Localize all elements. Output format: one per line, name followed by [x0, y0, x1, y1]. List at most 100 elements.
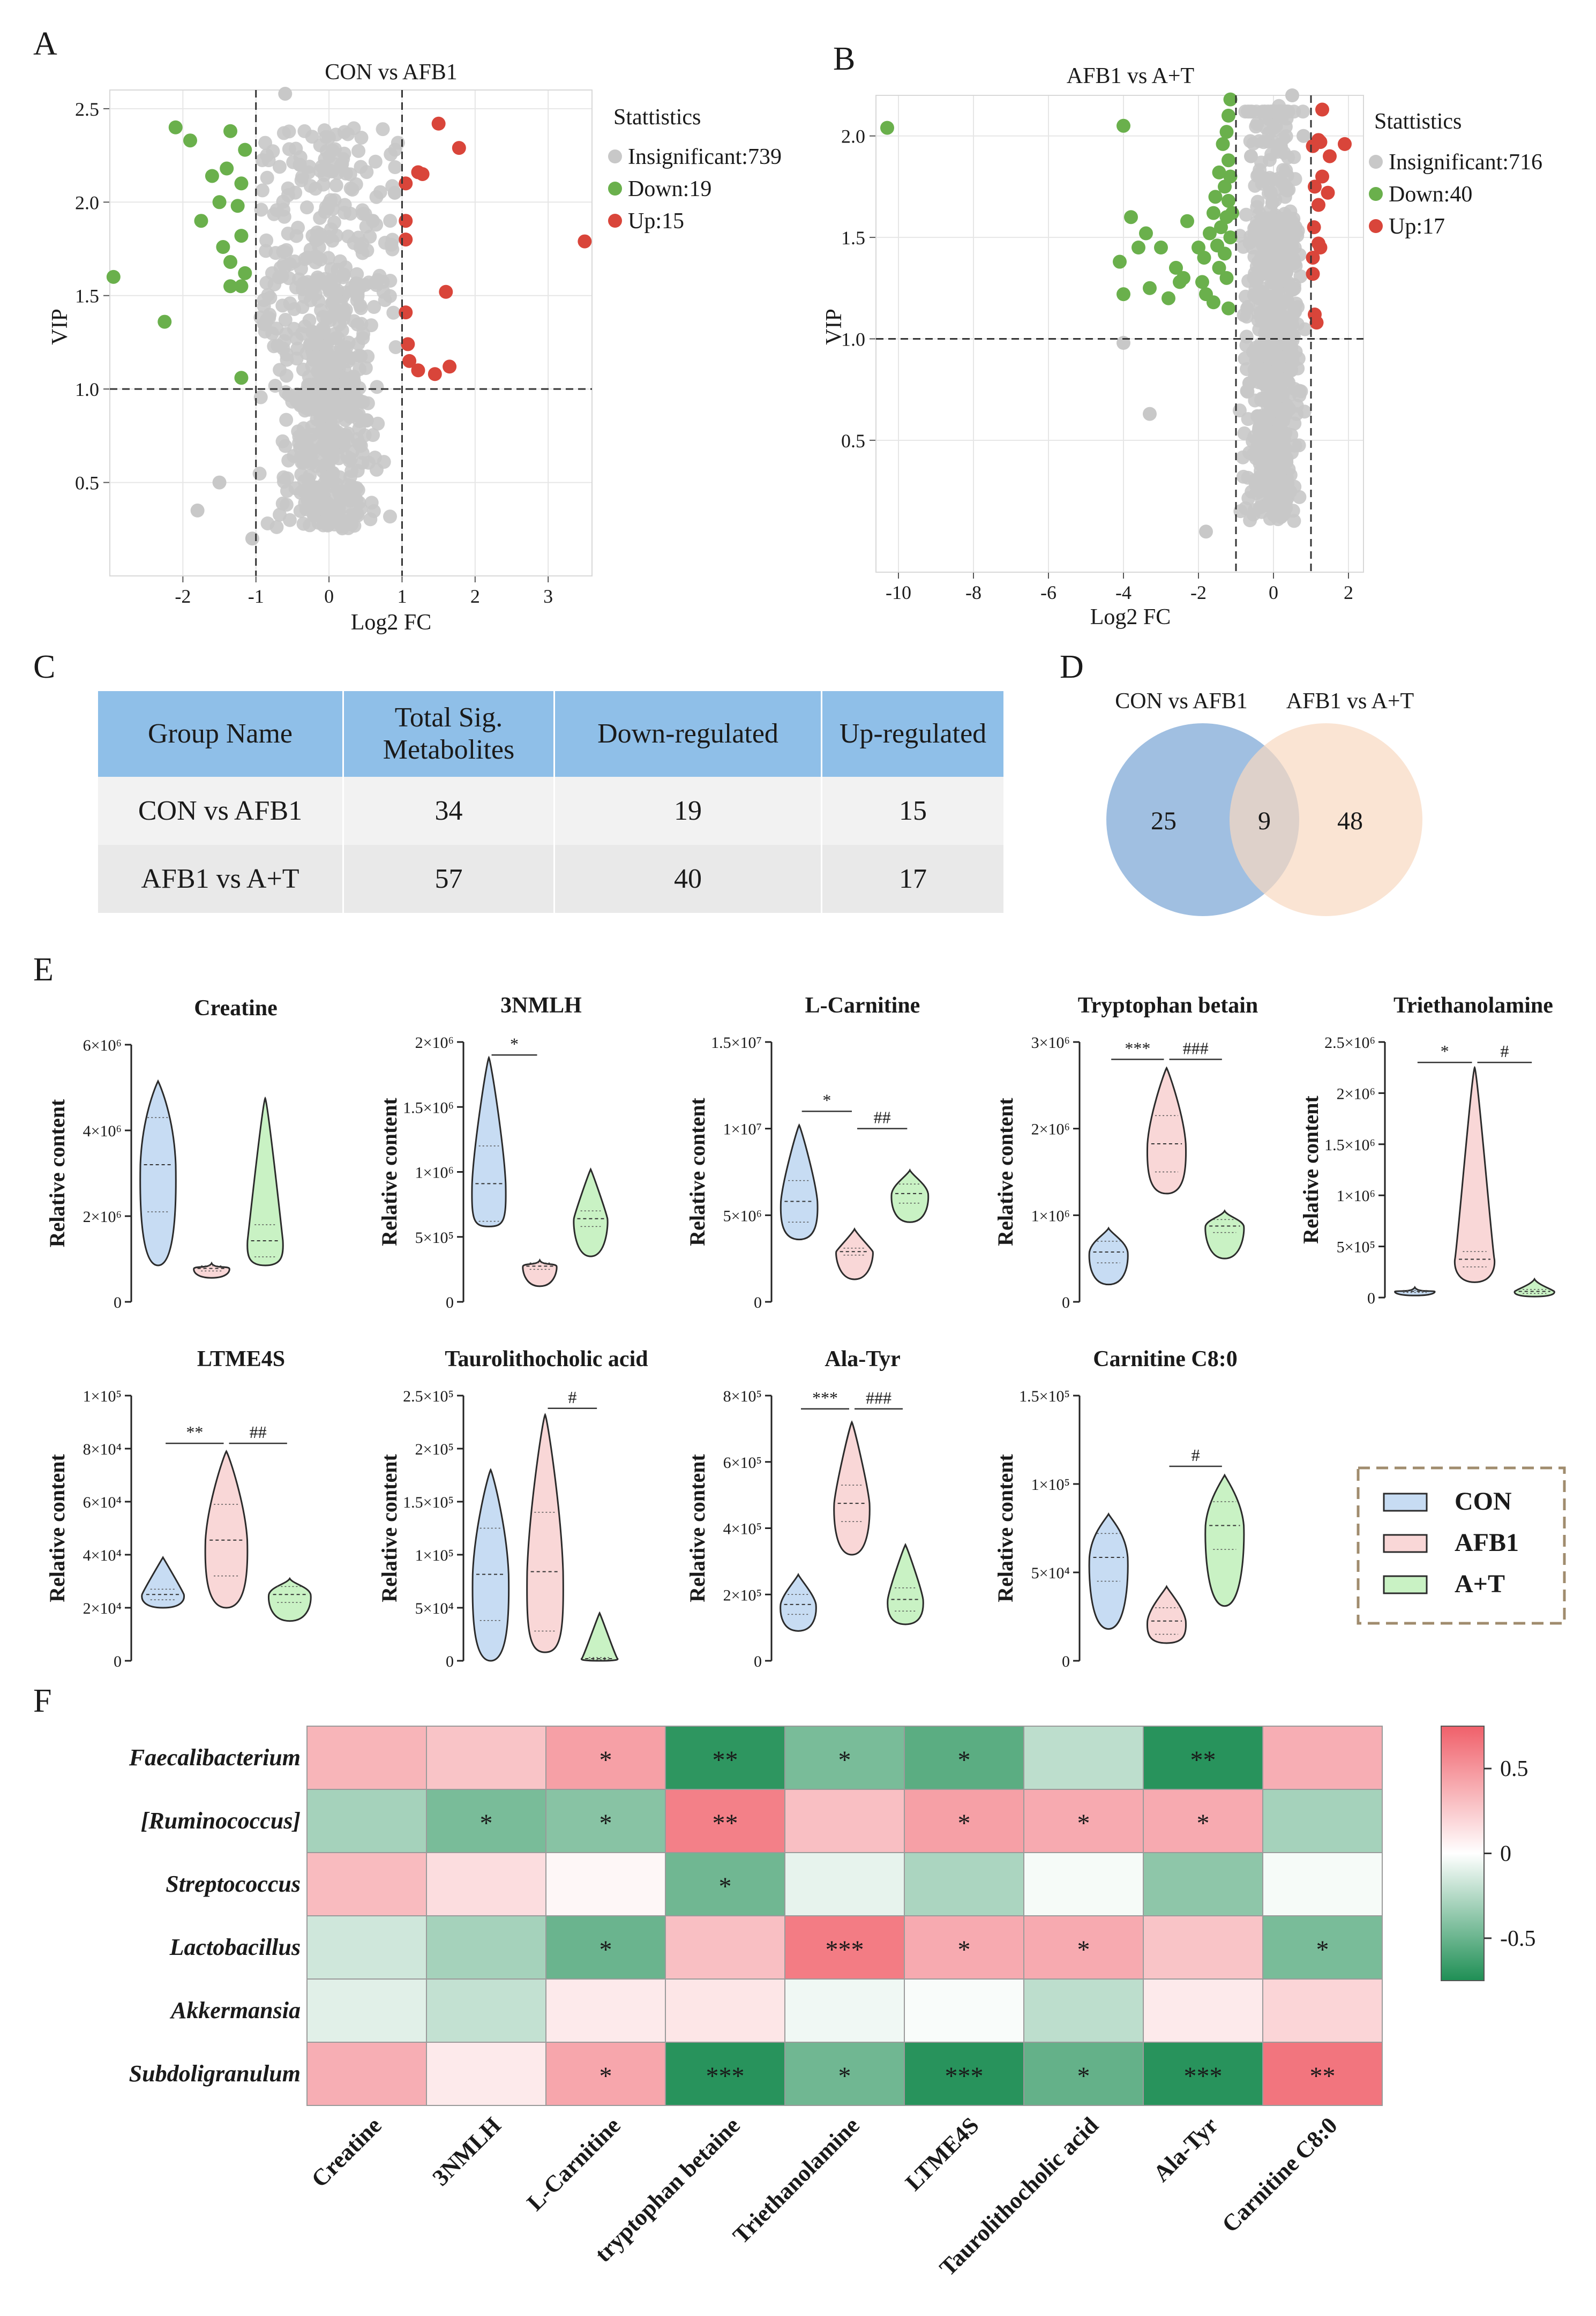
heatmap-cell	[426, 1915, 546, 1980]
x-tick-label: -2	[1190, 582, 1207, 603]
point-insignificant	[1297, 129, 1310, 143]
point-down	[230, 199, 245, 213]
point-insignificant	[1270, 363, 1284, 378]
point-insignificant	[279, 369, 294, 383]
violin-subplot: L-Carnitine 0 5×10⁶ 1×10⁷ 1.5×10⁷ Relative co…	[685, 993, 930, 1311]
point-insignificant	[275, 298, 290, 313]
heatmap-cell	[1262, 1789, 1383, 1853]
point-insignificant	[282, 513, 297, 527]
violin-subplot: Ala-Tyr 0 2×10⁵ 4×10⁵ 6×10⁵ 8×10⁵ Relative con…	[685, 1347, 924, 1670]
heatmap-cell	[665, 1726, 785, 1790]
significance-label: *	[1441, 1041, 1449, 1061]
point-down	[1219, 125, 1234, 139]
point-insignificant	[299, 200, 314, 215]
venn-right-label: AFB1 vs A+T	[1286, 689, 1414, 714]
heatmap-cell	[1262, 1726, 1383, 1790]
legend-marker-up	[608, 214, 622, 228]
violin-title: Carnitine C8:0	[1093, 1347, 1237, 1371]
point-up	[1307, 220, 1321, 235]
violin-title: Triethanolamine	[1393, 993, 1553, 1018]
point-insignificant	[295, 455, 309, 470]
point-down	[194, 214, 208, 228]
point-insignificant	[336, 428, 351, 443]
table-cell: 34	[343, 777, 555, 845]
point-insignificant	[295, 300, 310, 314]
point-down	[1173, 275, 1187, 289]
point-insignificant	[266, 144, 280, 159]
heatmap-cell	[1262, 1915, 1383, 1980]
point-insignificant	[1262, 171, 1277, 185]
point-insignificant	[342, 453, 357, 468]
point-down	[1212, 260, 1226, 275]
point-down	[205, 169, 219, 183]
heatmap-row-label: Subdoligranulum	[129, 2060, 301, 2087]
legend-frame	[1357, 1466, 1566, 1625]
heatmap-cell	[545, 1726, 666, 1790]
point-down	[238, 143, 252, 157]
point-up	[1315, 102, 1329, 117]
panel-letter-e: E	[33, 951, 54, 988]
volcano-a-legend-title: Stattistics	[613, 105, 701, 130]
point-insignificant	[278, 86, 293, 101]
point-insignificant	[383, 509, 398, 524]
point-insignificant	[260, 516, 275, 530]
point-insignificant	[314, 303, 328, 318]
heatmap-cell	[545, 1915, 666, 1980]
point-insignificant	[245, 531, 259, 546]
legend-marker-down	[1369, 187, 1383, 201]
table-cell: 15	[821, 777, 1003, 845]
point-down	[220, 161, 234, 176]
heatmap-cell	[784, 1978, 905, 2043]
y-tick-label: 0.5	[841, 430, 865, 452]
heatmap-significance: *	[1077, 1809, 1090, 1838]
venn-right-only: 48	[1337, 807, 1363, 835]
point-insignificant	[1284, 214, 1299, 228]
heatmap-row: *	[306, 1852, 1383, 1916]
point-insignificant	[306, 507, 321, 521]
point-insignificant	[253, 310, 268, 325]
y-tick-label: 1.5×10⁵	[1019, 1388, 1070, 1405]
point-insignificant	[279, 498, 294, 512]
y-tick-label: 1×10⁷	[723, 1121, 762, 1138]
heatmap-significance: *	[600, 1936, 612, 1964]
point-insignificant	[371, 416, 385, 431]
volcano-b-legend-down: Down:40	[1389, 182, 1472, 207]
point-insignificant	[259, 275, 274, 290]
significance-label: *	[822, 1090, 831, 1110]
point-insignificant	[384, 147, 398, 162]
point-insignificant	[296, 516, 311, 531]
significance-label: #	[1500, 1041, 1509, 1061]
point-down	[158, 314, 172, 329]
legend-marker-up	[1369, 219, 1383, 233]
point-insignificant	[334, 297, 348, 312]
point-insignificant	[275, 434, 290, 448]
violin-title: L-Carnitine	[805, 993, 920, 1018]
violin-ylabel: Relative content	[993, 1098, 1017, 1246]
heatmap-cell	[426, 1852, 546, 1916]
point-up	[1313, 241, 1328, 255]
point-down	[1219, 271, 1234, 285]
heatmap-cell	[784, 1789, 905, 1853]
point-insignificant	[313, 368, 327, 383]
point-insignificant	[1236, 469, 1250, 484]
x-tick-label: 0	[1269, 582, 1278, 603]
heatmap-cell	[1023, 1789, 1144, 1853]
y-tick-label: 5×10⁶	[723, 1207, 762, 1225]
point-insignificant	[1258, 240, 1273, 254]
point-insignificant	[327, 215, 341, 230]
significance-label: #	[1192, 1445, 1200, 1465]
point-insignificant	[1266, 273, 1280, 288]
point-up	[1309, 316, 1324, 330]
y-tick-label: 0	[114, 1294, 122, 1311]
point-insignificant	[388, 340, 403, 354]
point-down	[1207, 295, 1220, 310]
significance-label: #	[568, 1388, 576, 1407]
y-tick-label: 2×10⁶	[1337, 1085, 1375, 1103]
point-insignificant	[356, 207, 370, 221]
point-insignificant	[1255, 365, 1269, 379]
y-tick-label: 0	[446, 1653, 454, 1670]
point-up	[401, 337, 415, 351]
point-up	[399, 233, 413, 247]
point-insignificant	[316, 483, 330, 497]
volcano-a-legend-insignificant: Insignificant:739	[628, 145, 782, 169]
